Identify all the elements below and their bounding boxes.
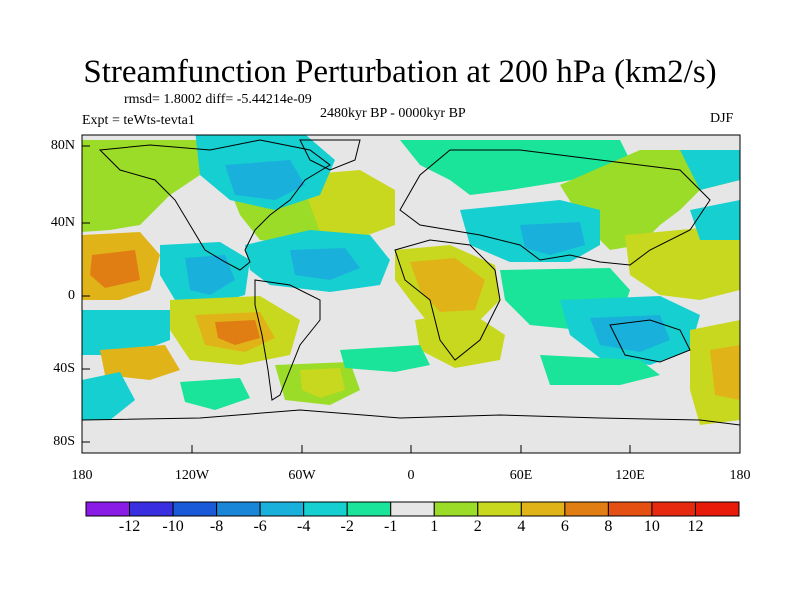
colorbar-swatch: [216, 501, 261, 517]
continent-eurasia: [399, 149, 711, 266]
contour-region: [82, 310, 170, 355]
colorbar-label: -8: [209, 518, 224, 535]
continent-south-america: [254, 279, 321, 401]
contour-region: [625, 228, 740, 300]
contour-region: [340, 345, 430, 372]
x-tick-label: 180: [71, 468, 93, 483]
contour-region: [180, 378, 250, 410]
y-tick-label: 40N: [50, 215, 75, 230]
colorbar-label: 10: [643, 518, 660, 535]
colorbar: [85, 501, 740, 517]
contour-region: [300, 368, 345, 398]
contour-region: [90, 250, 140, 288]
colorbar-label: -12: [118, 518, 141, 535]
colorbar-label: 6: [560, 518, 569, 535]
x-tick-label: 0: [407, 468, 415, 483]
colorbar-swatch: [259, 501, 305, 517]
x-tick-label: 180: [729, 468, 751, 483]
colorbar-swatch: [564, 501, 609, 517]
y-tick-label: 80N: [50, 138, 75, 153]
colorbar-swatch: [477, 501, 522, 517]
contour-region: [225, 160, 305, 200]
colorbar-swatch: [520, 501, 566, 517]
contour-region: [540, 355, 660, 385]
y-tick-label: 0: [68, 288, 75, 303]
continent-greenland: [299, 139, 361, 171]
x-tick-label: 120E: [615, 468, 645, 483]
colorbar-swatch: [651, 501, 696, 517]
coastlines: [82, 139, 740, 426]
continent-africa: [394, 239, 501, 361]
continent-north-america: [98, 139, 331, 271]
contour-region: [290, 248, 360, 280]
experiment-label: Expt = teWts-tevta1: [82, 113, 195, 128]
chart-title: Streamfunction Perturbation at 200 hPa (…: [83, 54, 717, 90]
colorbar-label: 12: [687, 518, 704, 535]
contour-region: [400, 140, 630, 195]
colorbar-label: -10: [162, 518, 184, 535]
colorbar-swatch: [85, 501, 131, 517]
stats-line: rmsd= 1.8002 diff= -5.44214e-09: [124, 92, 312, 107]
colorbar-label: 1: [430, 518, 439, 535]
x-tick-label: 120W: [174, 468, 210, 483]
colorbar-label: -2: [340, 518, 354, 535]
y-tick-label: 40S: [53, 361, 75, 376]
continent-antarctica: [82, 409, 740, 426]
contour-region: [82, 372, 135, 420]
colorbar-swatch: [303, 501, 348, 517]
contour-region: [215, 320, 260, 345]
colorbar-swatch: [433, 501, 479, 517]
contour-region: [300, 170, 395, 238]
colorbar-swatch: [172, 501, 218, 517]
contour-region: [415, 312, 505, 368]
colorbar-swatch: [694, 501, 740, 517]
colorbar-label: 8: [604, 518, 613, 535]
contour-region: [520, 222, 585, 255]
y-tick-label: 80S: [53, 434, 75, 449]
colorbar-swatch: [390, 501, 435, 517]
x-tick-label: 60W: [288, 468, 316, 483]
colorbar-swatch: [346, 501, 392, 517]
contour-region: [710, 345, 740, 400]
colorbar-swatch: [607, 501, 653, 517]
colorbar-swatch: [129, 501, 174, 517]
contour-region: [185, 255, 235, 295]
season-label: DJF: [710, 111, 734, 126]
colorbar-label: -6: [253, 518, 267, 535]
colorbar-label: 2: [473, 518, 482, 535]
contour-region: [100, 345, 180, 380]
contour-region: [590, 315, 670, 352]
colorbar-label: -4: [296, 518, 311, 535]
x-tick-label: 60E: [509, 468, 533, 483]
contour-region: [680, 150, 740, 190]
colorbar-label: -1: [384, 518, 398, 535]
axis-ticks: [81, 145, 741, 453]
period-label: 2480kyr BP - 0000kyr BP: [320, 106, 466, 121]
continent-australia: [609, 319, 691, 363]
contour-fields: [82, 135, 740, 425]
contour-region: [690, 200, 740, 240]
colorbar-label: 4: [517, 518, 526, 535]
